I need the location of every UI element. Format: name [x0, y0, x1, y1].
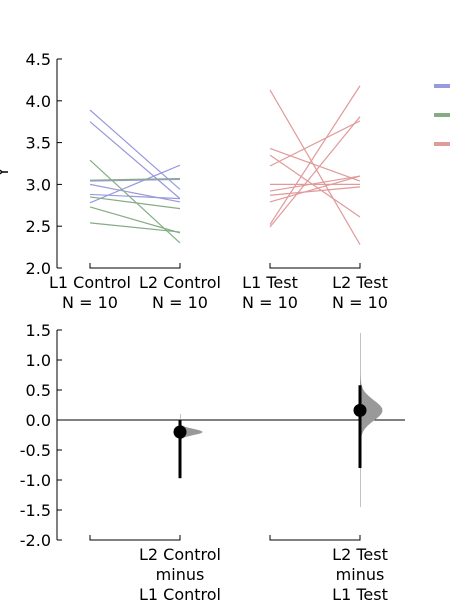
x-tick-label: L2 Control N = 10	[139, 273, 221, 312]
x-axis-bracket	[269, 535, 361, 541]
x-axis-bracket	[89, 263, 181, 269]
slope-line	[269, 175, 361, 203]
x-tick-label: L1 Control N = 10	[49, 273, 131, 312]
slope-line	[269, 147, 361, 182]
slope-line	[89, 178, 181, 182]
x-axis-bracket	[269, 263, 361, 269]
slope-line	[89, 121, 181, 200]
slope-line	[269, 186, 361, 196]
slope-line	[269, 85, 361, 225]
slope-line	[89, 183, 181, 203]
y-tick-label: -0.5	[20, 441, 51, 460]
y-axis-ticks: 2.0 2.5 3.0 3.5 4.0 4.5	[26, 50, 62, 278]
y-tick-label: -1.0	[20, 471, 51, 490]
y-tick-label: 1.5	[26, 321, 51, 340]
y-tick-label: 1.0	[26, 351, 51, 370]
x-tick-label: L2 Control minus L1 Control	[139, 545, 221, 600]
slope-line	[269, 154, 361, 218]
x-axis: L2 Control minus L1 Control L2 Test minus L1 …	[89, 535, 388, 600]
x-tick-label: L2 Test minus L1 Test	[332, 545, 388, 600]
effect-sizes	[173, 333, 383, 507]
slope-lines	[89, 85, 361, 245]
estimation-plot: 1.5 1.0 0.5 0.0 -0.5 -1.0 -1.5 -2.0 L2 Control m…	[20, 321, 405, 600]
y-tick-label: 4.0	[26, 92, 51, 111]
slope-line	[89, 206, 181, 234]
y-tick-label: 4.5	[26, 50, 51, 69]
x-tick-label: L2 Test N = 10	[332, 273, 388, 312]
y-tick-label: 3.0	[26, 175, 51, 194]
y-tick-label: 2.5	[26, 217, 51, 236]
y-axis-ticks: 1.5 1.0 0.5 0.0 -0.5 -1.0 -1.5 -2.0	[20, 321, 62, 550]
y-tick-label: 3.5	[26, 134, 51, 153]
slope-line	[89, 164, 181, 204]
slope-line	[269, 120, 361, 167]
slope-line	[89, 177, 181, 181]
x-axis-bracket	[89, 535, 181, 541]
y-tick-label: -2.0	[20, 531, 51, 550]
y-tick-label: -1.5	[20, 501, 51, 520]
slope-line	[269, 116, 361, 228]
slope-line	[89, 222, 181, 233]
slope-line	[89, 193, 181, 200]
mean-difference-point	[173, 425, 187, 439]
x-tick-label: L1 Test N = 10	[242, 273, 298, 312]
y-tick-label: 0.0	[26, 411, 51, 430]
bootstrap-distribution	[180, 414, 203, 465]
mean-difference-point	[353, 403, 367, 417]
bootstrap-distribution	[360, 333, 383, 507]
y-axis-label: Y	[0, 167, 12, 178]
slope-line	[89, 196, 181, 210]
slope-line	[269, 175, 361, 192]
y-tick-label: 2.0	[26, 259, 51, 278]
slope-line	[89, 109, 181, 190]
slope-line	[269, 89, 361, 245]
y-tick-label: 0.5	[26, 381, 51, 400]
legend	[434, 84, 450, 146]
